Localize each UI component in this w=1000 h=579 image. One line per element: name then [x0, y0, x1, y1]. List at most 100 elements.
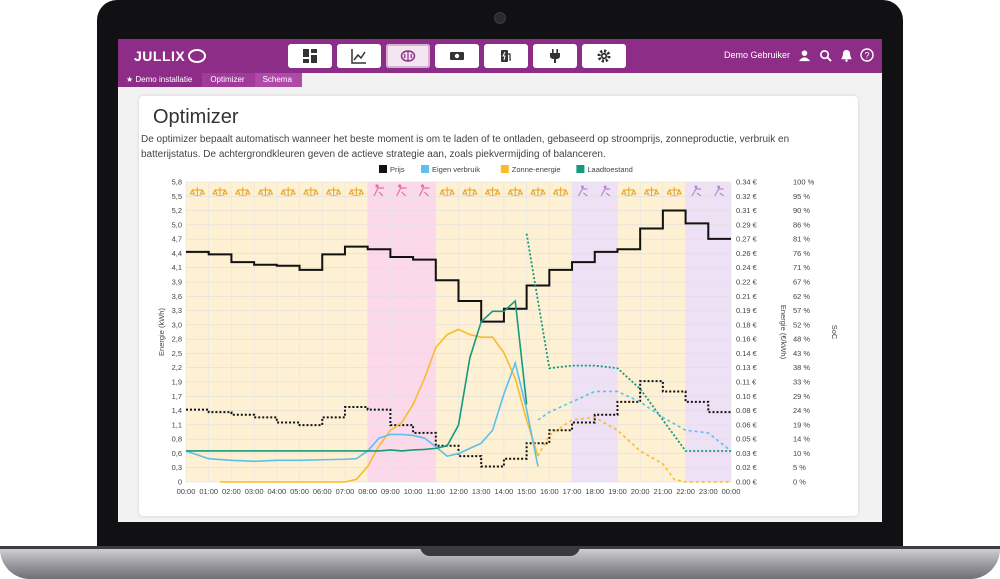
nav-ev-button[interactable] [484, 44, 528, 68]
legend-label: Zonne-energie [512, 165, 561, 174]
banknote-icon [450, 52, 464, 60]
nav-plug-button[interactable] [533, 44, 577, 68]
x-tick: 00:00 [722, 487, 741, 496]
y-right1-tick: 0.18 € [736, 320, 758, 329]
y-right2-tick: 52 % [793, 320, 810, 329]
price-line [186, 209, 731, 323]
webcam [494, 12, 506, 24]
y-right2-tick: 76 % [793, 249, 810, 258]
breadcrumb-item-optimizer[interactable]: Optimizer [202, 73, 255, 87]
y-left-tick: 1,9 [172, 378, 182, 387]
soc-forecast-line [525, 233, 731, 452]
legend-swatch [576, 165, 585, 173]
y-right1-tick: 0.32 € [736, 192, 758, 201]
grid-charge-icon-head [694, 185, 698, 189]
x-tick: 12:00 [449, 487, 468, 496]
x-tick: 19:00 [608, 487, 627, 496]
svg-text:?: ? [864, 51, 869, 61]
y-left-tick: 0,6 [172, 449, 182, 458]
y-right2-tick: 62 % [793, 292, 810, 301]
y-right2-tick: 19 % [793, 420, 810, 429]
page-description: De optimizer bepaalt automatisch wanneer… [141, 134, 790, 160]
y-right1-tick: 0.11 € [736, 378, 757, 387]
x-tick: 20:00 [631, 487, 650, 496]
app-logo[interactable]: JULLIX [134, 48, 207, 64]
x-tick: 01:00 [199, 487, 218, 496]
y-right2-tick: 95 % [793, 192, 810, 201]
x-tick: 10:00 [404, 487, 423, 496]
y-right1-tick: 0.29 € [736, 220, 758, 229]
legend-label: Laadtoestand [587, 165, 632, 174]
dashboard-grid-icon [303, 49, 317, 63]
breadcrumb-label: Demo installatie [135, 75, 193, 84]
x-tick: 14:00 [495, 487, 514, 496]
nav-graphs-button[interactable] [337, 44, 381, 68]
x-tick: 02:00 [222, 487, 241, 496]
legend-swatch [421, 165, 429, 173]
peak-shaving-icon [373, 187, 385, 197]
nav-optimizer-button[interactable] [386, 44, 430, 68]
x-tick: 07:00 [336, 487, 355, 496]
x-tick: 21:00 [653, 487, 672, 496]
peak-shaving-icon [396, 187, 407, 197]
help-icon[interactable]: ? [860, 48, 874, 62]
y-right1-tick: 0.22 € [736, 278, 758, 287]
x-tick: 16:00 [540, 487, 559, 496]
y-right1-tick: 0.02 € [736, 463, 758, 472]
y-right1-tick: 0.19 € [736, 306, 758, 315]
x-tick: 23:00 [699, 487, 718, 496]
x-tick: 00:00 [177, 487, 196, 496]
x-tick: 22:00 [676, 487, 695, 496]
x-tick: 17:00 [563, 487, 582, 496]
laptop-notch [420, 546, 580, 556]
grid-charge-icon [691, 188, 702, 197]
peak-shaving-icon [418, 187, 430, 197]
y-left-tick: 0 [178, 478, 182, 487]
y-right2-tick: 67 % [793, 278, 810, 287]
x-tick: 18:00 [585, 487, 604, 496]
y-right2-tick: 29 % [793, 392, 810, 401]
app-name: JULLIX [134, 48, 186, 64]
breadcrumb-item-schema[interactable]: Schema [254, 73, 302, 87]
nav-costs-button[interactable] [435, 44, 479, 68]
nav-settings-button[interactable] [582, 44, 626, 68]
y-right2-tick: 43 % [793, 349, 810, 358]
legend-swatch [379, 165, 387, 173]
x-tick: 15:00 [517, 487, 536, 496]
y-right1-tick: 0.26 € [736, 249, 758, 258]
y-right2-tick: 24 % [793, 406, 810, 415]
grid-charge-icon-head [717, 185, 721, 189]
x-tick: 03:00 [245, 487, 264, 496]
breadcrumb-item-installation[interactable]: ★ Demo installatie [118, 73, 203, 87]
user-icon[interactable] [797, 48, 811, 62]
nav-dashboard-button[interactable] [288, 44, 332, 68]
y-right1-tick: 0.05 € [736, 435, 758, 444]
x-tick: 06:00 [313, 487, 332, 496]
y-right2-tick: 57 % [793, 306, 810, 315]
x-tick: 08:00 [358, 487, 377, 496]
optimizer-card: Optimizer De optimizer bepaalt automatis… [139, 96, 858, 516]
y-right2-tick: 10 % [793, 449, 810, 458]
bell-icon[interactable] [839, 48, 853, 62]
peak-shaving-icon-head [375, 184, 379, 188]
y-right1-tick: 0.13 € [736, 363, 758, 372]
y-right2-tick: 71 % [793, 263, 810, 272]
breadcrumb: ★ Demo installatie Optimizer Schema [118, 73, 302, 87]
legend-swatch [500, 165, 509, 173]
y-right1-tick: 0.16 € [736, 335, 758, 344]
consumption-forecast-line [537, 390, 732, 452]
x-tick: 04:00 [267, 487, 286, 496]
y-left-tick: 2,2 [172, 363, 182, 372]
user-name[interactable]: Demo Gebruiker [723, 50, 790, 60]
y-left-tick: 5,2 [172, 206, 182, 215]
y-right2-tick: 86 % [793, 220, 810, 229]
search-icon[interactable] [818, 48, 832, 62]
consumption-line [185, 360, 539, 467]
top-navbar: JULLIX Demo Gebrui [118, 39, 882, 73]
y-left-tick: 4,1 [172, 263, 182, 272]
x-tick: 05:00 [290, 487, 309, 496]
y-left-title: Energie (kWh) [157, 308, 166, 356]
y-left-tick: 5,8 [172, 178, 182, 187]
solar-line [220, 328, 539, 483]
y-right1-title: Energie (€/kWh) [779, 305, 788, 360]
